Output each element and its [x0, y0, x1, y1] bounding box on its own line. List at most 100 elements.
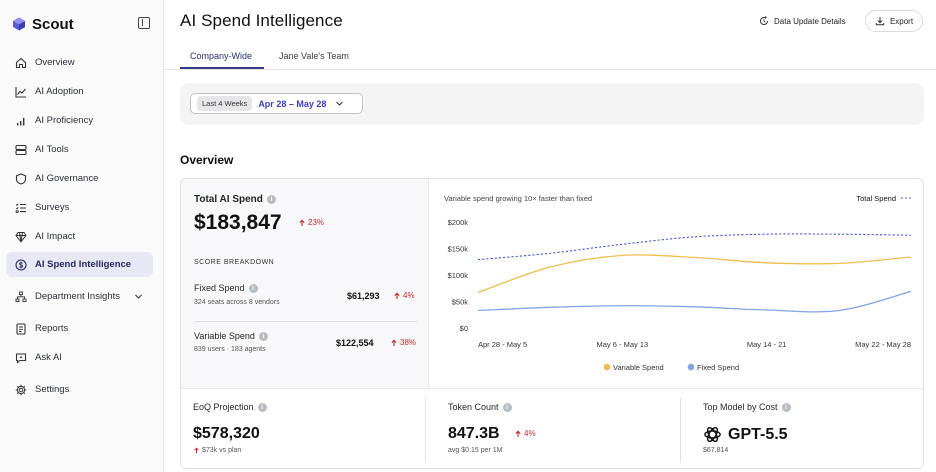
chart-title: Variable spend growing 10× faster than f… [444, 194, 592, 203]
gem-icon [14, 230, 28, 244]
variable-spend-change-value: 38% [400, 338, 417, 347]
spend-summary-pane: Total AI Spend i $183,847 23% SCORE BREA… [181, 179, 429, 388]
sidebar-item-label: AI Governance [35, 173, 99, 184]
kpi-row: EoQ Projection i $578,320 $73k vs plan T… [181, 388, 923, 468]
refresh-clock-icon [760, 16, 768, 25]
y-tick-label: $0 [460, 324, 468, 333]
legend-variable-spend-swatch [603, 363, 611, 371]
y-tick-label: $100k [448, 271, 469, 280]
arrow-up-icon [194, 447, 199, 454]
sidebar-item-label: Overview [35, 57, 75, 68]
sidebar-item-overview[interactable]: Overview [6, 50, 153, 75]
series-line-variable-spend [477, 254, 912, 294]
x-tick-label: May 22 - May 28 [855, 340, 911, 349]
server-icon [14, 143, 28, 157]
variable-spend-label-text: Variable Spend [194, 331, 255, 341]
fixed-spend-label: Fixed Spend i [194, 283, 258, 293]
score-breakdown-label: SCORE BREAKDOWN [194, 259, 275, 266]
sidebar-item-label: AI Proficiency [35, 115, 94, 126]
bars-icon [14, 114, 28, 128]
download-icon [875, 17, 885, 26]
info-icon[interactable]: i [266, 195, 276, 204]
sidebar-item-ai-governance[interactable]: AI Governance [6, 166, 153, 191]
app-name: Scout [32, 15, 74, 33]
sidebar-item-department-insights[interactable]: Department Insights [6, 284, 153, 309]
total-spend-change-value: 23% [308, 218, 325, 227]
info-icon[interactable]: i [248, 283, 258, 293]
sidebar-item-reports[interactable]: Reports [6, 316, 153, 341]
dollar-icon [14, 258, 28, 272]
kpi-divider [425, 397, 426, 463]
arrow-up-icon [394, 292, 400, 299]
spend-trend-chart-svg: Variable spend growing 10× faster than f… [444, 194, 912, 372]
export-button[interactable]: Export [865, 10, 923, 32]
arrow-up-icon [391, 339, 397, 346]
sidebar-item-label: AI Adoption [35, 86, 84, 97]
top-model-value: GPT-5.5 [703, 425, 788, 444]
total-spend-label-text: Total AI Spend [194, 194, 263, 205]
sidebar-item-ask-ai[interactable]: Ask AI [6, 345, 153, 370]
date-range-select[interactable]: Last 4 Weeks Apr 28 – May 28 [190, 93, 363, 114]
sidebar-item-ai-tools[interactable]: AI Tools [6, 137, 153, 162]
brand[interactable]: Scout [12, 14, 74, 34]
sidebar-collapse-icon[interactable] [138, 17, 150, 29]
sidebar-item-label: AI Spend Intelligence [35, 259, 132, 270]
info-icon[interactable]: i [257, 402, 267, 412]
tab-company-wide[interactable]: Company-Wide [190, 51, 253, 61]
total-spend-value: $183,847 [194, 211, 282, 234]
variable-spend-label: Variable Spend i [194, 331, 268, 341]
page-title: AI Spend Intelligence [180, 11, 343, 30]
chevron-down-icon [135, 294, 142, 299]
data-update-details-button[interactable]: Data Update Details [759, 10, 846, 32]
legend-total-spend-label: Total Spend [856, 194, 896, 203]
top-model-value-text: GPT-5.5 [728, 425, 788, 443]
sidebar-item-surveys[interactable]: Surveys [6, 195, 153, 220]
hierarchy-icon [14, 290, 28, 304]
info-icon[interactable]: i [258, 331, 268, 341]
sidebar-item-label: Surveys [35, 202, 70, 213]
sidebar-item-ai-adoption[interactable]: AI Adoption [6, 79, 153, 104]
eoq-projection-sub-text: $73k vs plan [202, 447, 242, 454]
eoq-projection-value: $578,320 [193, 425, 260, 442]
legend-variable-spend-label: Variable Spend [613, 363, 664, 372]
sidebar-item-label: Department Insights [35, 291, 121, 302]
scout-logo-icon [13, 17, 25, 31]
tab-jane-vales-team[interactable]: Jane Vale's Team [279, 51, 349, 61]
x-tick-label: May 6 - May 13 [596, 340, 648, 349]
sidebar-item-label: Ask AI [35, 352, 62, 363]
variable-spend-value: $122,554 [336, 338, 374, 348]
sidebar-item-ai-impact[interactable]: AI Impact [6, 224, 153, 249]
chat-icon [14, 351, 28, 365]
sidebar-item-ai-spend-intelligence[interactable]: AI Spend Intelligence [6, 252, 153, 277]
fixed-spend-label-text: Fixed Spend [194, 283, 245, 293]
sidebar: Scout Overview AI Adoption AI Proficienc… [0, 0, 164, 472]
x-tick-label: Apr 28 - May 5 [478, 340, 527, 349]
trend-icon [14, 85, 28, 99]
token-count-label: Token Count i [448, 402, 512, 412]
openai-logo-icon [704, 426, 721, 443]
overview-title: Overview [180, 153, 234, 167]
sidebar-item-settings[interactable]: Settings [6, 377, 153, 402]
active-tab-indicator [180, 67, 264, 69]
spend-trend-chart: Variable spend growing 10× faster than f… [430, 179, 923, 388]
report-icon [14, 322, 28, 336]
legend-fixed-spend-swatch [687, 363, 695, 371]
arrow-up-icon [515, 430, 521, 437]
kpi-eoq-projection: EoQ Projection i $578,320 $73k vs plan [181, 389, 425, 468]
arrow-up-icon [299, 219, 305, 226]
home-icon [14, 56, 28, 70]
sidebar-item-ai-proficiency[interactable]: AI Proficiency [6, 108, 153, 133]
fixed-spend-sub: 324 seats across 8 vendors [194, 299, 280, 306]
info-icon[interactable]: i [781, 402, 791, 412]
tab-bar: Company-Wide Jane Vale's Team [164, 46, 936, 70]
info-icon[interactable]: i [502, 402, 512, 412]
sidebar-item-label: Reports [35, 323, 69, 334]
sidebar-item-label: AI Impact [35, 231, 76, 242]
sidebar-item-label: AI Tools [35, 144, 69, 155]
spend-overview-card: Total AI Spend i $183,847 23% SCORE BREA… [180, 178, 924, 469]
y-tick-label: $200k [448, 218, 469, 227]
token-count-value: 847.3B [448, 425, 500, 442]
total-spend-change: 23% [298, 218, 324, 227]
series-line-fixed-spend [477, 290, 912, 313]
legend-fixed-spend-label: Fixed Spend [697, 363, 739, 372]
